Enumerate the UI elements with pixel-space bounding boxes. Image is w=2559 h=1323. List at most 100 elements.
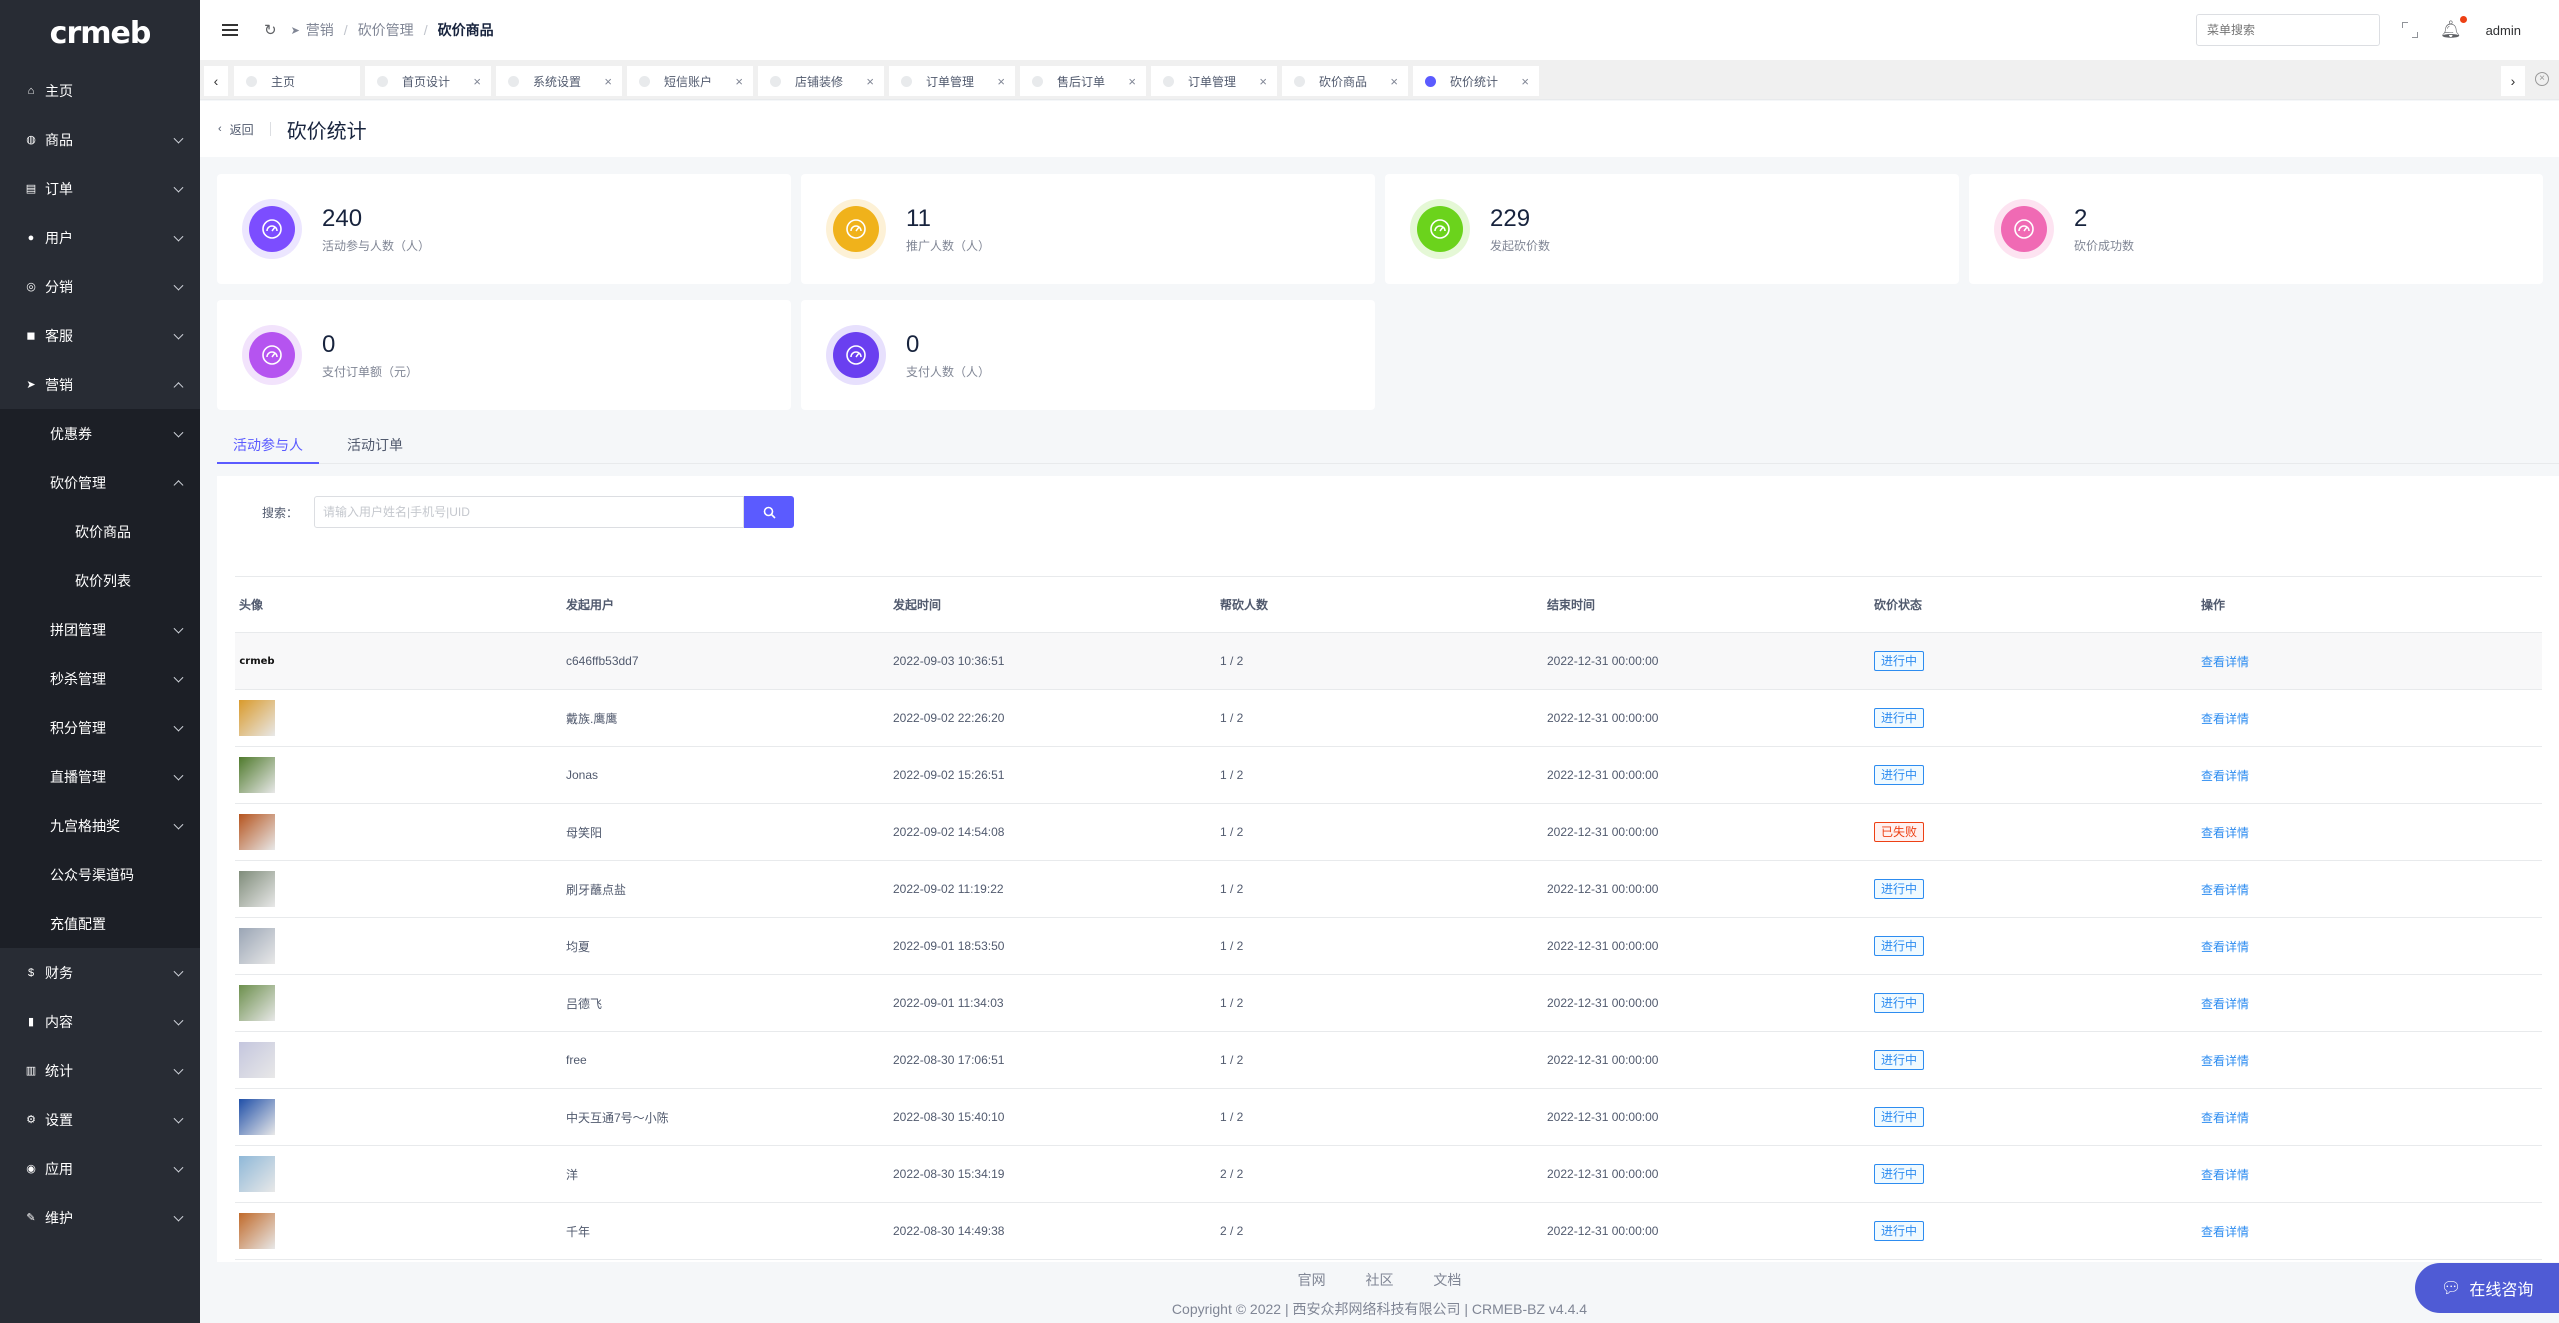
sidebar-item-3[interactable]: ● 用户 bbox=[0, 213, 200, 262]
sidebar-subitem-bargain[interactable]: 砍价商品 bbox=[0, 507, 200, 556]
sidebar-item-bottom[interactable]: ▥ 统计 bbox=[0, 1046, 200, 1095]
sidebar-subitem[interactable]: 拼团管理 bbox=[0, 605, 200, 654]
cell-start: 2022-08-30 17:06:51 bbox=[889, 1031, 1216, 1089]
footer-link[interactable]: 官网 bbox=[1297, 1272, 1326, 1288]
menu-label: 营销 bbox=[45, 376, 73, 393]
view-details-link[interactable]: 查看详情 bbox=[2201, 1224, 2250, 1239]
page-tab[interactable]: 砍价统计 × bbox=[1413, 66, 1539, 96]
page-tab[interactable]: 首页设计 × bbox=[365, 66, 491, 96]
menu-label: 商品 bbox=[45, 131, 73, 148]
view-details-link[interactable]: 查看详情 bbox=[2201, 1167, 2250, 1182]
page-tab[interactable]: 系统设置 × bbox=[496, 66, 622, 96]
close-icon[interactable]: × bbox=[997, 73, 1005, 89]
close-icon[interactable]: × bbox=[604, 73, 612, 89]
view-details-link[interactable]: 查看详情 bbox=[2201, 825, 2250, 840]
bell-icon[interactable]: 🔔︎ bbox=[2440, 16, 2467, 40]
sidebar-item-2[interactable]: ▤ 订单 bbox=[0, 164, 200, 213]
cell-helpers: 1 / 2 bbox=[1216, 632, 1543, 690]
sidebar-item-bottom[interactable]: ✎ 维护 bbox=[0, 1193, 200, 1242]
menu-search-input[interactable] bbox=[2195, 14, 2380, 46]
status-badge: 进行中 bbox=[1874, 765, 1925, 785]
tab-participants[interactable]: 活动参与人 bbox=[217, 428, 319, 464]
stat-icon-ring bbox=[242, 325, 302, 385]
menu-toggle-icon[interactable] bbox=[222, 24, 238, 36]
tab-label: 首页设计 bbox=[402, 74, 451, 89]
page-tab[interactable]: 店铺装修 × bbox=[758, 66, 884, 96]
sidebar-subitem[interactable]: 积分管理 bbox=[0, 703, 200, 752]
close-icon[interactable]: × bbox=[1259, 73, 1267, 89]
close-icon[interactable]: × bbox=[866, 73, 874, 89]
sidebar-item-5[interactable]: ◼ 客服 bbox=[0, 311, 200, 360]
cell-end: 2022-12-31 00:00:00 bbox=[1543, 803, 1870, 861]
close-icon[interactable]: × bbox=[1521, 73, 1529, 89]
page-tab[interactable]: 售后订单 × bbox=[1020, 66, 1146, 96]
stat-icon-ring bbox=[1410, 199, 1470, 259]
cell-end: 2022-12-31 00:00:00 bbox=[1543, 1145, 1870, 1203]
page-tab[interactable]: 主页 bbox=[234, 66, 360, 96]
search-input[interactable]: 请输入用户姓名|手机号|UID bbox=[314, 496, 745, 528]
view-details-link[interactable]: 查看详情 bbox=[2201, 996, 2250, 1011]
stat-icon-ring bbox=[826, 199, 886, 259]
view-details-link[interactable]: 查看详情 bbox=[2201, 654, 2250, 669]
tabs-scroll-right-icon[interactable]: › bbox=[2501, 66, 2525, 96]
search-icon bbox=[763, 506, 776, 519]
sidebar-item-bottom[interactable]: $ 财务 bbox=[0, 948, 200, 997]
close-icon[interactable]: × bbox=[1390, 73, 1398, 89]
back-button[interactable]: ‹ 返回 bbox=[218, 121, 254, 138]
view-details-link[interactable]: 查看详情 bbox=[2201, 1053, 2250, 1068]
close-all-tabs-icon[interactable]: × bbox=[2535, 72, 2549, 86]
menu-label: 维护 bbox=[45, 1209, 73, 1226]
stat-card: 0 支付人数（人） bbox=[801, 300, 1375, 410]
refresh-icon[interactable]: ↻ bbox=[264, 22, 277, 39]
cell-helpers: 1 / 2 bbox=[1216, 974, 1543, 1032]
close-icon[interactable]: × bbox=[735, 73, 743, 89]
search-button[interactable] bbox=[744, 496, 795, 528]
sidebar-item-bottom[interactable]: ◉ 应用 bbox=[0, 1144, 200, 1193]
sidebar-item-1[interactable]: ◍ 商品 bbox=[0, 115, 200, 164]
fullscreen-icon[interactable] bbox=[2401, 22, 2418, 38]
sidebar-subitem[interactable]: 公众号渠道码 bbox=[0, 850, 200, 899]
page-tab[interactable]: 砍价商品 × bbox=[1282, 66, 1408, 96]
sidebar-subitem[interactable]: 九宫格抽奖 bbox=[0, 801, 200, 850]
sidebar-subitem[interactable]: 砍价管理 bbox=[0, 458, 200, 507]
sidebar-subitem[interactable]: 充值配置 bbox=[0, 899, 200, 948]
sidebar-subitem[interactable]: 优惠券 bbox=[0, 409, 200, 458]
page-tab[interactable]: 订单管理 × bbox=[1151, 66, 1277, 96]
sidebar-item-0[interactable]: ⌂ 主页 bbox=[0, 66, 200, 115]
cell-start: 2022-09-02 15:26:51 bbox=[889, 746, 1216, 804]
page-tab[interactable]: 订单管理 × bbox=[889, 66, 1015, 96]
menu-label: 拼团管理 bbox=[50, 621, 106, 638]
online-consult-button[interactable]: 💬︎ 在线咨询 bbox=[2415, 1263, 2559, 1313]
breadcrumb-item[interactable]: 营销 bbox=[305, 22, 334, 38]
close-icon[interactable]: × bbox=[473, 73, 481, 89]
sidebar-item-4[interactable]: ◎ 分销 bbox=[0, 262, 200, 311]
sidebar-item-bottom[interactable]: ▮ 内容 bbox=[0, 997, 200, 1046]
tabs-scroll-left-icon[interactable]: ‹ bbox=[204, 66, 228, 96]
sidebar-subitem[interactable]: 秒杀管理 bbox=[0, 654, 200, 703]
gauge-icon bbox=[2001, 206, 2047, 252]
cell-helpers: 1 / 2 bbox=[1216, 746, 1543, 804]
sidebar-item-bottom[interactable]: ⚙ 设置 bbox=[0, 1095, 200, 1144]
view-details-link[interactable]: 查看详情 bbox=[2201, 1110, 2250, 1125]
view-details-link[interactable]: 查看详情 bbox=[2201, 939, 2250, 954]
sidebar-subitem-bargain[interactable]: 砍价列表 bbox=[0, 556, 200, 605]
page-tab[interactable]: 短信账户 × bbox=[627, 66, 753, 96]
view-details-link[interactable]: 查看详情 bbox=[2201, 768, 2250, 783]
tab-orders[interactable]: 活动订单 bbox=[347, 437, 403, 453]
table-row: 中天互通7号～小陈 2022-08-30 15:40:10 1 / 2 2022-12… bbox=[235, 1088, 2542, 1146]
column-header: 帮砍人数 bbox=[1216, 576, 1543, 633]
sidebar-subitem[interactable]: 直播管理 bbox=[0, 752, 200, 801]
view-details-link[interactable]: 查看详情 bbox=[2201, 711, 2250, 726]
view-details-link[interactable]: 查看详情 bbox=[2201, 882, 2250, 897]
sidebar-item-6[interactable]: ➤ 营销 bbox=[0, 360, 200, 409]
close-icon[interactable]: × bbox=[1128, 73, 1136, 89]
footer-link[interactable]: 文档 bbox=[1433, 1272, 1462, 1288]
status-badge: 进行中 bbox=[1874, 1107, 1925, 1127]
user-name[interactable]: admin bbox=[2485, 22, 2521, 38]
cell-start: 2022-09-01 18:53:50 bbox=[889, 917, 1216, 975]
footer-link[interactable]: 社区 bbox=[1365, 1272, 1394, 1288]
stat-icon-ring bbox=[242, 199, 302, 259]
logo[interactable]: crmeb bbox=[0, 0, 200, 66]
chevron-down-icon bbox=[173, 1015, 184, 1026]
breadcrumb-item[interactable]: 砍价管理 bbox=[357, 22, 414, 38]
